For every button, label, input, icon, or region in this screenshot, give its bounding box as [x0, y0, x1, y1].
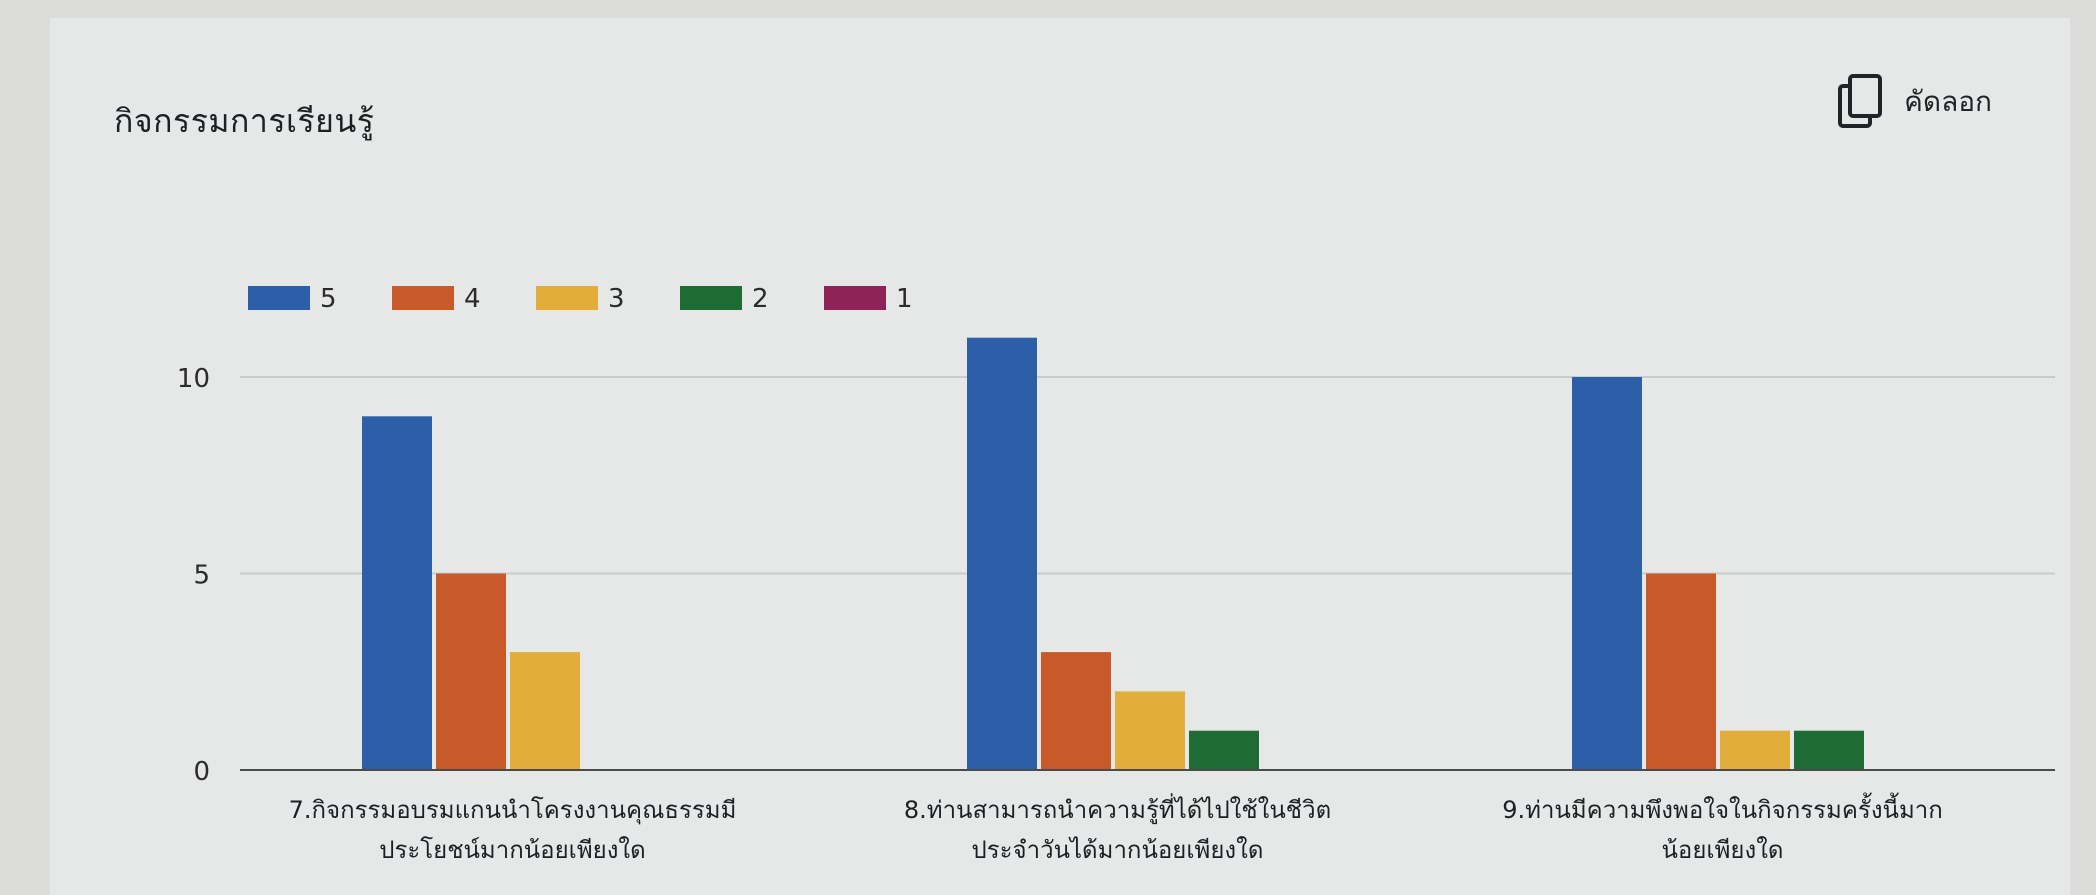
bar [1720, 730, 1790, 770]
x-tick-label: 9.ท่านมีความพึงพอใจในกิจกรรมครั้งนี้มาก [1502, 792, 1943, 824]
bar [1189, 730, 1259, 770]
y-tick-label: 10 [177, 364, 210, 394]
y-tick-label: 0 [193, 757, 210, 787]
bar [1646, 573, 1716, 770]
bar [436, 573, 506, 770]
bar [1572, 377, 1642, 770]
x-tick-label: 8.ท่านสามารถนำความรู้ที่ได้ไปใช้ในชีวิต [904, 793, 1331, 825]
x-tick-label: ประจำวันได้มากน้อยเพียงใด [972, 836, 1264, 864]
legend-label: 5 [320, 284, 337, 314]
legend-swatch [680, 286, 742, 310]
x-tick-label: ประโยชน์มากน้อยเพียงใด [379, 836, 645, 864]
copy-label: คัดลอก [1904, 85, 1992, 118]
legend-swatch [392, 286, 454, 310]
bar [1115, 691, 1185, 770]
bar [362, 416, 432, 770]
legend-label: 3 [608, 284, 625, 314]
bar [967, 337, 1037, 770]
bar [510, 652, 580, 770]
legend-label: 1 [896, 284, 913, 314]
legend-label: 2 [752, 284, 769, 314]
copy-icon [1838, 74, 1883, 128]
legend-swatch [824, 286, 886, 310]
legend-swatch [248, 286, 310, 310]
chart-title: กิจกรรมการเรียนรู้ [114, 102, 375, 140]
bar [1794, 730, 1864, 770]
legend-label: 4 [464, 284, 481, 314]
copy-button[interactable]: คัดลอก [1836, 72, 1992, 132]
y-tick-label: 5 [193, 561, 210, 591]
bar [1041, 652, 1111, 770]
x-tick-label: 7.กิจกรรมอบรมแกนนำโครงงานคุณธรรมมี [289, 796, 737, 825]
x-tick-label: น้อยเพียงใด [1662, 836, 1784, 864]
legend-swatch [536, 286, 598, 310]
